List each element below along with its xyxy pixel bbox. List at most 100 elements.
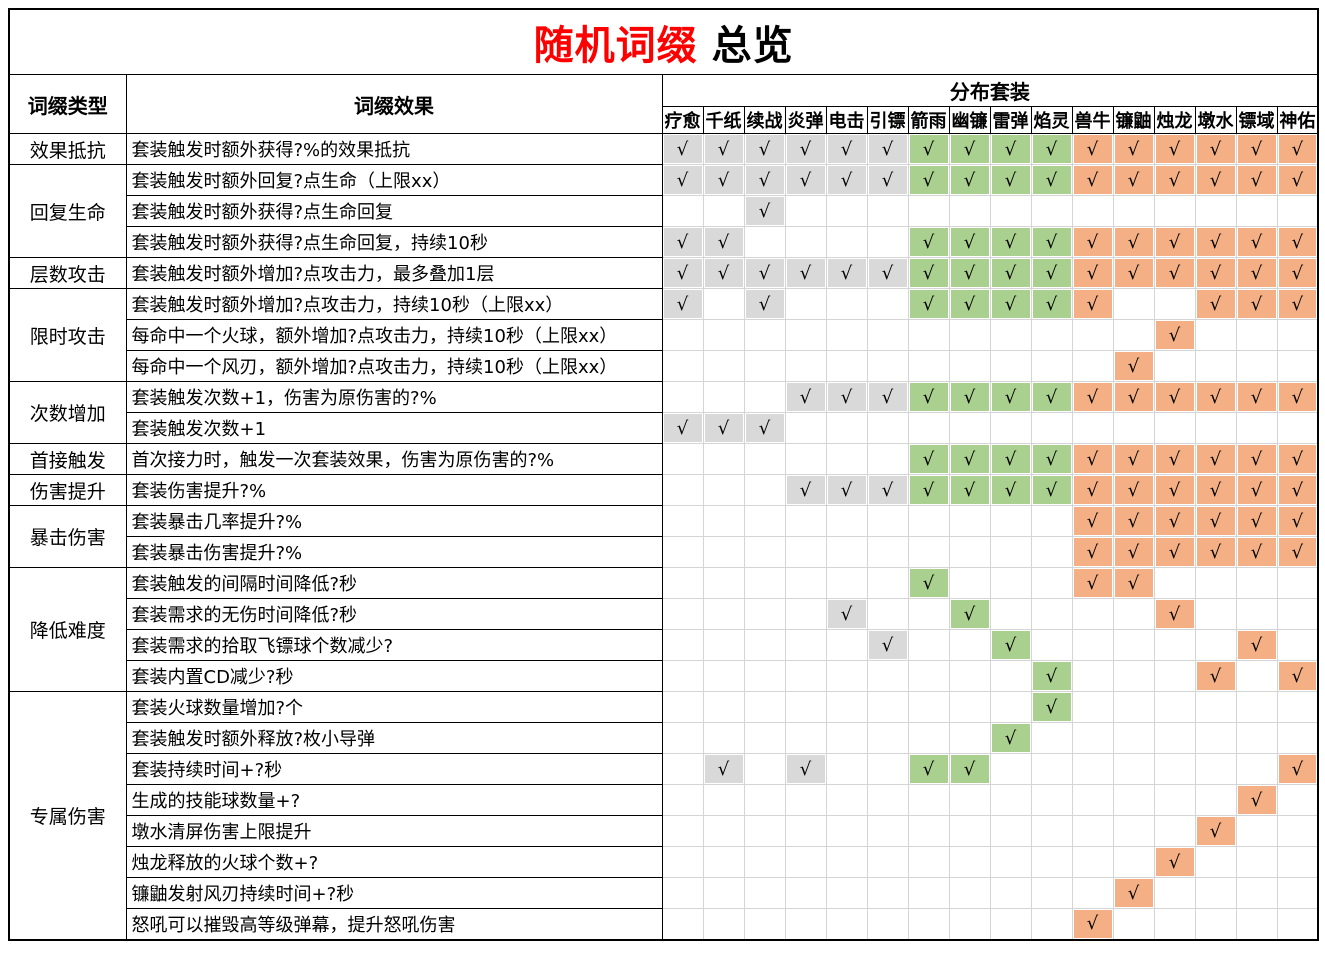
check-cell-checked: √ — [1112, 226, 1155, 258]
check-cell — [1194, 195, 1237, 227]
check-cell-checked: √ — [1235, 164, 1278, 196]
check-cell — [784, 226, 827, 258]
check-cell-checked: √ — [1235, 226, 1278, 258]
affix-row: 套装触发次数+1 √ √ √ — [9, 412, 1319, 444]
check-cell-checked: √ — [1112, 567, 1155, 599]
check-cell — [989, 412, 1032, 444]
check-cell — [1194, 691, 1237, 723]
check-cell — [784, 629, 827, 661]
check-cell — [661, 567, 704, 599]
affix-row: 套装触发时额外获得?点生命回复，持续10秒 √ √ √ √ √ √ √ √ √ √ √ √ — [9, 226, 1319, 258]
check-cell — [1194, 598, 1237, 630]
check-cell — [1071, 753, 1114, 785]
affix-effect-cell: 套装触发时额外增加?点攻击力，最多叠加1层 — [125, 257, 663, 289]
check-cell-checked: √ — [1071, 908, 1114, 940]
set-column-header: 引镖 — [866, 106, 909, 134]
check-cell — [661, 846, 704, 878]
affix-type-cell: 效果抵抗 — [8, 133, 127, 165]
check-cell — [743, 660, 786, 692]
affix-type-cell: 回复生命 — [8, 164, 127, 258]
check-cell — [1194, 319, 1237, 351]
check-cell-checked: √ — [866, 133, 909, 165]
check-cell — [948, 815, 991, 847]
check-cell-checked: √ — [784, 753, 827, 785]
check-cell — [989, 877, 1032, 909]
check-cell-checked: √ — [1276, 288, 1319, 320]
check-cell-checked: √ — [989, 629, 1032, 661]
check-cell — [743, 319, 786, 351]
check-cell-checked: √ — [1194, 257, 1237, 289]
check-cell — [702, 319, 745, 351]
check-cell — [1276, 412, 1319, 444]
check-cell — [1276, 691, 1319, 723]
check-cell — [1194, 567, 1237, 599]
check-cell — [1235, 908, 1278, 940]
check-cell — [1235, 195, 1278, 227]
affix-row: 专属伤害 套装火球数量增加?个 √ — [8, 691, 1319, 940]
check-cell-checked: √ — [989, 226, 1032, 258]
check-cell — [702, 722, 745, 754]
check-cell-checked: √ — [1235, 257, 1278, 289]
check-cell-checked: √ — [866, 381, 909, 413]
check-cell — [1153, 815, 1196, 847]
affix-effect-cell: 每命中一个火球，额外增加?点攻击力，持续10秒（上限xx） — [125, 319, 663, 351]
check-cell — [661, 474, 704, 506]
check-cell-checked: √ — [1276, 753, 1319, 785]
check-cell-checked: √ — [1153, 319, 1196, 351]
check-cell-checked: √ — [1235, 288, 1278, 320]
check-cell-checked: √ — [1030, 288, 1073, 320]
check-cell — [1030, 567, 1073, 599]
check-cell — [784, 877, 827, 909]
check-cell-checked: √ — [989, 257, 1032, 289]
affix-type-cell: 专属伤害 — [8, 691, 127, 940]
check-cell — [1276, 846, 1319, 878]
check-cell-checked: √ — [1235, 536, 1278, 568]
check-cell — [1153, 691, 1196, 723]
affix-effect-cell: 生成的技能球数量+? — [125, 784, 663, 816]
check-cell-checked: √ — [989, 722, 1032, 754]
check-cell — [702, 660, 745, 692]
check-cell — [784, 319, 827, 351]
check-cell-checked: √ — [1194, 164, 1237, 196]
check-cell — [784, 691, 827, 723]
check-cell — [1112, 319, 1155, 351]
check-cell — [743, 722, 786, 754]
check-cell — [661, 877, 704, 909]
check-cell — [743, 350, 786, 382]
check-cell — [661, 784, 704, 816]
affix-row: 烛龙释放的火球个数+? √ — [9, 846, 1319, 878]
check-cell — [1194, 877, 1237, 909]
check-cell — [1153, 195, 1196, 227]
check-cell — [907, 598, 950, 630]
check-cell-checked: √ — [1153, 164, 1196, 196]
check-cell-checked: √ — [1153, 133, 1196, 165]
check-cell — [1194, 629, 1237, 661]
check-cell-checked: √ — [1194, 660, 1237, 692]
check-cell — [866, 350, 909, 382]
check-cell — [907, 412, 950, 444]
check-cell — [1153, 908, 1196, 940]
check-cell — [1276, 598, 1319, 630]
check-cell — [784, 567, 827, 599]
check-cell-checked: √ — [661, 226, 704, 258]
check-cell-checked: √ — [1194, 226, 1237, 258]
check-cell — [1071, 195, 1114, 227]
check-cell — [661, 815, 704, 847]
check-cell — [1235, 660, 1278, 692]
check-cell — [1112, 195, 1155, 227]
affix-row: 回复生命 套装触发时额外回复?点生命（上限xx） √ √ √ √ √ √ √ √ √ √ √ √ √ √ √ √ — [8, 164, 1319, 258]
affix-effect-cell: 套装触发时额外增加?点攻击力，持续10秒（上限xx） — [125, 288, 663, 320]
page-title: 随机词缀 总览 — [9, 9, 1319, 75]
check-cell-checked: √ — [1030, 133, 1073, 165]
check-cell-checked: √ — [1153, 226, 1196, 258]
check-cell — [1153, 660, 1196, 692]
check-cell-checked: √ — [948, 288, 991, 320]
check-cell-checked: √ — [743, 288, 786, 320]
check-cell-checked: √ — [661, 133, 704, 165]
set-column-header: 焰灵 — [1030, 106, 1073, 134]
check-cell — [1112, 815, 1155, 847]
check-cell-checked: √ — [948, 753, 991, 785]
set-column-header: 续战 — [743, 106, 786, 134]
check-cell — [866, 908, 909, 940]
check-cell-checked: √ — [948, 474, 991, 506]
